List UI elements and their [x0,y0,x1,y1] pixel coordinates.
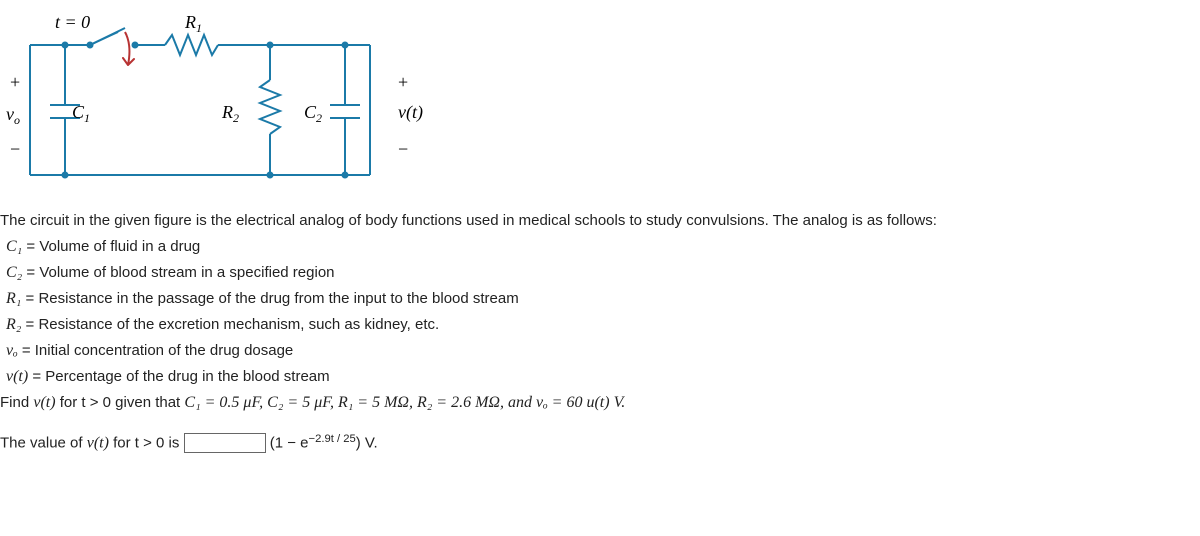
circuit-diagram: t = 0 R1 R2 C1 C2 vo v(t) + − + − [0,0,1200,210]
label-c2: C2 [304,102,322,125]
label-vt: v(t) [398,102,423,123]
circuit-svg: t = 0 R1 R2 C1 C2 vo v(t) + − + − [0,10,440,190]
intro-text: The circuit in the given figure is the e… [0,210,1196,233]
label-c1: C1 [72,102,90,125]
definitions-list: C₁ = Volume of fluid in a drug C₂ = Volu… [6,235,1196,389]
label-vo: vo [6,104,20,127]
label-vo-minus: − [10,139,20,159]
label-vo-plus: + [10,72,20,92]
label-switch: t = 0 [55,12,90,32]
find-line: Find v(t) for t > 0 given that C₁ = 0.5 … [0,391,1196,415]
label-vt-plus: + [398,72,408,92]
answer-input[interactable] [184,433,266,453]
def-c1: C₁ = Volume of fluid in a drug [6,235,1196,259]
label-vt-minus: − [398,139,408,159]
def-vt: v(t) = Percentage of the drug in the blo… [6,365,1196,389]
answer-line: The value of v(t) for t > 0 is (1 − e−2.… [0,431,1196,456]
def-r1: R₁ = Resistance in the passage of the dr… [6,287,1196,311]
label-r1: R1 [184,12,202,35]
def-vo: vₒ = Initial concentration of the drug d… [6,339,1196,363]
label-r2: R2 [221,102,239,125]
def-c2: C₂ = Volume of blood stream in a specifi… [6,261,1196,285]
problem-statement: The circuit in the given figure is the e… [0,210,1200,455]
def-r2: R₂ = Resistance of the excretion mechani… [6,313,1196,337]
